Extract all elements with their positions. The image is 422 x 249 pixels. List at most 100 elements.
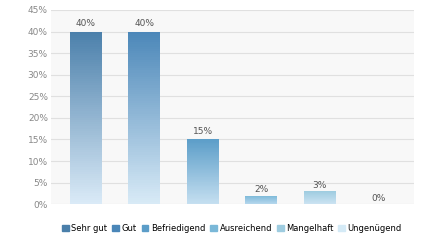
Bar: [70, 137, 102, 139]
Bar: [70, 142, 102, 144]
Bar: [128, 139, 160, 142]
Bar: [187, 181, 219, 182]
Bar: [70, 77, 102, 79]
Bar: [187, 202, 219, 203]
Bar: [187, 182, 219, 183]
Bar: [187, 161, 219, 162]
Bar: [187, 197, 219, 198]
Bar: [128, 75, 160, 77]
Bar: [187, 195, 219, 196]
Bar: [128, 118, 160, 120]
Bar: [128, 198, 160, 200]
Bar: [128, 38, 160, 40]
Bar: [128, 68, 160, 70]
Bar: [128, 165, 160, 168]
Bar: [128, 193, 160, 195]
Bar: [128, 176, 160, 178]
Bar: [187, 141, 219, 142]
Bar: [187, 164, 219, 165]
Bar: [70, 159, 102, 161]
Bar: [70, 94, 102, 96]
Bar: [187, 171, 219, 172]
Bar: [187, 146, 219, 147]
Bar: [128, 178, 160, 181]
Bar: [70, 155, 102, 157]
Bar: [128, 94, 160, 96]
Text: 15%: 15%: [193, 127, 213, 136]
Bar: [70, 53, 102, 55]
Bar: [70, 122, 102, 124]
Bar: [70, 181, 102, 183]
Bar: [128, 189, 160, 191]
Bar: [70, 96, 102, 98]
Bar: [128, 62, 160, 64]
Bar: [128, 124, 160, 126]
Bar: [128, 34, 160, 36]
Bar: [187, 194, 219, 195]
Bar: [187, 140, 219, 141]
Bar: [187, 188, 219, 189]
Bar: [128, 195, 160, 198]
Bar: [128, 79, 160, 81]
Bar: [70, 85, 102, 88]
Bar: [187, 174, 219, 175]
Bar: [70, 70, 102, 72]
Bar: [187, 162, 219, 163]
Bar: [70, 55, 102, 58]
Bar: [128, 101, 160, 103]
Bar: [128, 83, 160, 85]
Bar: [128, 155, 160, 157]
Bar: [187, 151, 219, 152]
Bar: [128, 58, 160, 60]
Bar: [70, 32, 102, 34]
Bar: [70, 75, 102, 77]
Bar: [70, 101, 102, 103]
Bar: [70, 79, 102, 81]
Bar: [187, 168, 219, 169]
Bar: [187, 186, 219, 187]
Bar: [128, 47, 160, 49]
Bar: [128, 159, 160, 161]
Bar: [187, 193, 219, 194]
Bar: [128, 103, 160, 105]
Bar: [70, 92, 102, 94]
Bar: [70, 165, 102, 168]
Bar: [128, 77, 160, 79]
Bar: [187, 183, 219, 184]
Bar: [70, 135, 102, 137]
Bar: [128, 36, 160, 38]
Bar: [128, 107, 160, 109]
Bar: [187, 184, 219, 185]
Bar: [187, 190, 219, 191]
Text: 3%: 3%: [313, 181, 327, 190]
Bar: [187, 158, 219, 159]
Bar: [187, 163, 219, 164]
Bar: [187, 149, 219, 150]
Bar: [70, 88, 102, 90]
Bar: [70, 126, 102, 129]
Bar: [128, 96, 160, 98]
Bar: [128, 51, 160, 53]
Bar: [128, 111, 160, 114]
Bar: [70, 200, 102, 202]
Bar: [128, 161, 160, 163]
Bar: [70, 131, 102, 133]
Bar: [128, 168, 160, 170]
Bar: [70, 133, 102, 135]
Bar: [128, 85, 160, 88]
Bar: [187, 152, 219, 153]
Bar: [70, 139, 102, 142]
Bar: [128, 116, 160, 118]
Bar: [70, 185, 102, 187]
Bar: [70, 191, 102, 193]
Bar: [187, 143, 219, 144]
Bar: [128, 70, 160, 72]
Bar: [70, 118, 102, 120]
Bar: [70, 174, 102, 176]
Bar: [128, 64, 160, 66]
Bar: [187, 153, 219, 154]
Bar: [70, 109, 102, 111]
Bar: [187, 198, 219, 199]
Bar: [128, 72, 160, 75]
Bar: [128, 49, 160, 51]
